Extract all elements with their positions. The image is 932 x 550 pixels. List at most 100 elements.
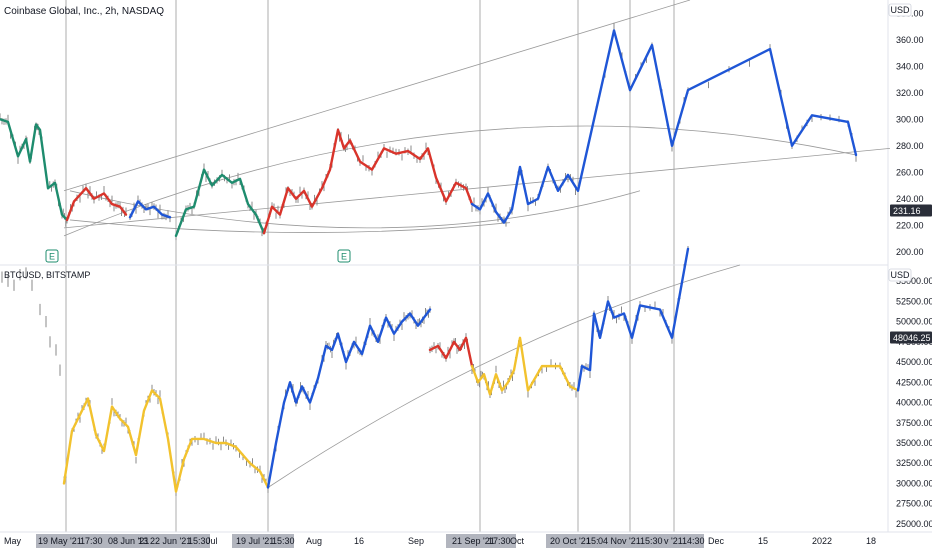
- time-axis-highlight: [96, 534, 134, 548]
- time-axis-label: May: [4, 536, 22, 546]
- earnings-marker-label: E: [49, 252, 55, 262]
- earnings-marker: E: [337, 249, 351, 263]
- time-axis-label: v '21: [664, 536, 683, 546]
- y-tick-label: 52500.00: [896, 296, 932, 306]
- time-axis-label: 15:30: [188, 536, 211, 546]
- time-axis-highlight: [232, 534, 270, 548]
- y-tick-label: 27500.00: [896, 499, 932, 509]
- time-axis-label: 14:30: [682, 536, 705, 546]
- y-tick-label: 300.00: [896, 114, 924, 124]
- coin-title: Coinbase Global, Inc., 2h, NASDAQ: [4, 6, 165, 17]
- y-tick-label: 55000.00: [896, 276, 932, 286]
- y-tick-label: 220.00: [896, 220, 924, 230]
- time-axis-label: 18: [866, 536, 876, 546]
- time-axis-label: 21 Sep '21: [452, 536, 495, 546]
- btc-arc: [267, 264, 741, 488]
- btc-series-blue-4: [576, 247, 690, 392]
- coin-price-axis: 200.00 220.00 240.00 260.00 280.00 300.00 320.…: [888, 3, 932, 257]
- y-tick-label: 45000.00: [896, 357, 932, 367]
- last-price-value: 231.16: [893, 206, 921, 216]
- y-tick-label: 37500.00: [896, 418, 932, 428]
- time-axis-label: 17:30: [488, 536, 511, 546]
- time-axis-highlight: [270, 534, 294, 548]
- time-axis-label: 19 Jul '21: [236, 536, 274, 546]
- time-axis-label: Sep: [408, 536, 424, 546]
- time-axis-label: 15:30: [640, 536, 663, 546]
- last-price-box: [890, 204, 932, 217]
- time-axis-label: 2022: [812, 536, 832, 546]
- time-axis-label: 19 May '21: [38, 536, 82, 546]
- btc-series-blue-1: [266, 308, 432, 489]
- time-axis-highlight: [148, 534, 186, 548]
- coin-series-red-1: [65, 186, 128, 222]
- y-tick-label: 280.00: [896, 141, 924, 151]
- vertical-guide-lines: [65, 0, 675, 532]
- coin-price-bars: [0, 22, 857, 241]
- time-axis-highlight: [36, 534, 70, 548]
- time-axis-highlight: [666, 534, 678, 548]
- last-price-label: 48046.25: [890, 331, 932, 344]
- last-price-box: [890, 331, 932, 344]
- time-axis-label: 15: [758, 536, 768, 546]
- btc-title: BTCUSD, BITSTAMP: [4, 270, 91, 280]
- y-tick-label: 240.00: [896, 194, 924, 204]
- time-axis-label: Oct: [510, 536, 525, 546]
- earnings-marker: E: [45, 249, 59, 263]
- time-axis-label: 08 Jun '21: [108, 536, 149, 546]
- y-tick-label: 42500.00: [896, 377, 932, 387]
- btc-series-red-2: [428, 336, 474, 368]
- currency-badge: USD: [888, 3, 912, 17]
- time-axis-highlight: [446, 534, 486, 548]
- last-price-value: 48046.25: [893, 333, 931, 343]
- upper-channel-line: [63, 0, 691, 192]
- time-axis-highlight: [634, 534, 666, 548]
- lower-channel-line: [63, 148, 891, 229]
- time-axis-label: 13: [138, 536, 148, 546]
- y-tick-label: 32500.00: [896, 458, 932, 468]
- coin-lower-curve: [69, 219, 511, 233]
- time-axis-label: 20 Oct '21: [550, 536, 591, 546]
- time-axis-label: Aug: [306, 536, 322, 546]
- y-tick-label: 30000.00: [896, 478, 932, 488]
- y-tick-label: 260.00: [896, 167, 924, 177]
- y-tick-label: 40000.00: [896, 398, 932, 408]
- btc-series-yellow-3: [470, 336, 580, 396]
- y-tick-label: 320.00: [896, 88, 924, 98]
- time-axis-label: 15:30: [272, 536, 295, 546]
- currency-label: USD: [890, 5, 910, 15]
- last-price-label: 231.16: [890, 204, 932, 217]
- earnings-marker-box: [45, 249, 59, 263]
- btc-price-bars: [63, 246, 689, 496]
- y-tick-label: 340.00: [896, 61, 924, 71]
- coin-series-green-0: [0, 118, 69, 222]
- currency-badge: USD: [888, 268, 912, 282]
- time-axis-highlight: [586, 534, 598, 548]
- currency-badge-box: [888, 268, 912, 282]
- time-axis-label: Dec: [708, 536, 725, 546]
- btc-early-bars: [1, 267, 61, 376]
- coin-series-red-5: [348, 139, 474, 206]
- y-tick-label: 35000.00: [896, 438, 932, 448]
- currency-label: USD: [890, 270, 910, 280]
- btc-series-yellow-0: [62, 389, 270, 493]
- time-axis-highlight: [70, 534, 96, 548]
- time-axis-label: 22 Jun '21: [150, 536, 191, 546]
- y-tick-label: 50000.00: [896, 317, 932, 327]
- earnings-marker-box: [337, 249, 351, 263]
- time-axis-label: 16: [354, 536, 364, 546]
- time-axis-label: 15:: [586, 536, 599, 546]
- coin-series-green-3: [174, 168, 266, 238]
- currency-badge-box: [888, 3, 912, 17]
- coin-series-red-4: [262, 128, 352, 235]
- coin-series-blue-2: [128, 200, 172, 219]
- time-axis-highlight: [678, 534, 704, 548]
- btc-price-axis: 25000.00 27500.00 30000.00 32500.00 35000.00…: [888, 268, 932, 529]
- btc-pane: [1, 246, 741, 496]
- time-axis-highlight: [134, 534, 148, 548]
- time-axis-highlight: [186, 534, 210, 548]
- time-axis-label: 17:30: [80, 536, 103, 546]
- y-tick-label: 360.00: [896, 35, 924, 45]
